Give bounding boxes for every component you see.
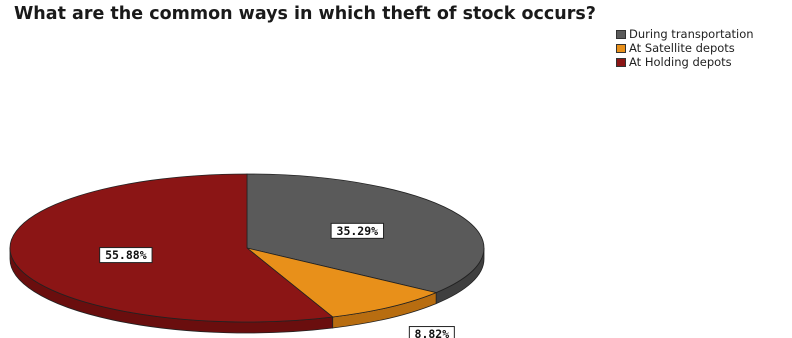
data-label: 55.88% <box>105 248 147 262</box>
legend-item-at-holding-depots: At Holding depots <box>616 55 754 69</box>
legend: During transportation At Satellite depot… <box>616 27 754 69</box>
chart-title: What are the common ways in which theft … <box>14 4 596 24</box>
pie-slice-at-holding-depots <box>9 173 334 323</box>
legend-swatch <box>616 29 626 39</box>
legend-item-at-satellite-depots: At Satellite depots <box>616 41 754 55</box>
legend-label: At Holding depots <box>629 55 732 69</box>
legend-swatch <box>616 57 626 67</box>
data-label-box <box>330 222 385 239</box>
pie-slice-at-satellite-depots <box>246 247 438 318</box>
legend-item-during-transportation: During transportation <box>616 27 754 41</box>
data-label: 35.29% <box>337 224 379 238</box>
data-label-box <box>99 247 153 264</box>
legend-label: During transportation <box>629 27 754 41</box>
pie-data-labels: 35.29% 8.82% 55.88% <box>99 222 455 338</box>
legend-swatch <box>616 43 626 53</box>
data-label-box <box>408 326 455 338</box>
data-label: 8.82% <box>415 327 450 338</box>
legend-label: At Satellite depots <box>629 41 735 55</box>
pie-top <box>9 173 485 323</box>
